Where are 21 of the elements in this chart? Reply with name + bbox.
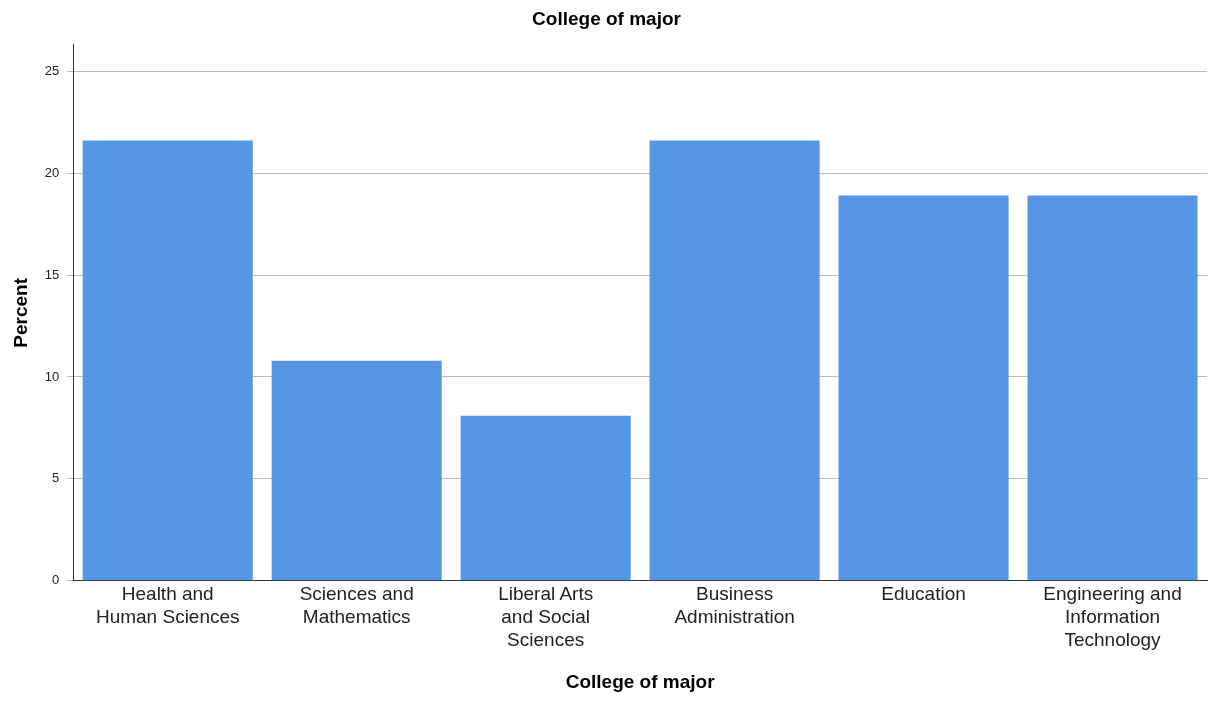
bar xyxy=(1027,195,1198,581)
x-tick-label: Liberal Arts and Social Sciences xyxy=(498,583,594,651)
y-tick-label: 5 xyxy=(52,470,60,486)
bar xyxy=(649,140,820,581)
chart-title: College of major xyxy=(532,7,682,29)
bar xyxy=(460,415,631,581)
y-axis-title: Percent xyxy=(9,277,31,348)
x-tick-label: Business Administration xyxy=(674,583,795,628)
y-tick-label: 15 xyxy=(44,266,60,282)
y-tick-label: 10 xyxy=(44,368,60,384)
x-tick-label: Sciences and Mathematics xyxy=(299,583,414,628)
y-tick-label: 0 xyxy=(52,572,60,588)
y-tick-label: 25 xyxy=(44,62,60,78)
x-tick-label: Education xyxy=(881,583,966,605)
bar xyxy=(271,360,442,581)
x-axis-title: College of major xyxy=(565,670,716,692)
bar xyxy=(82,140,253,581)
x-tick-label: Health and Human Sciences xyxy=(95,583,240,628)
y-tick-label: 20 xyxy=(44,164,60,180)
x-tick-label: Engineering and Information Technology xyxy=(1043,583,1182,651)
bar xyxy=(838,195,1009,581)
